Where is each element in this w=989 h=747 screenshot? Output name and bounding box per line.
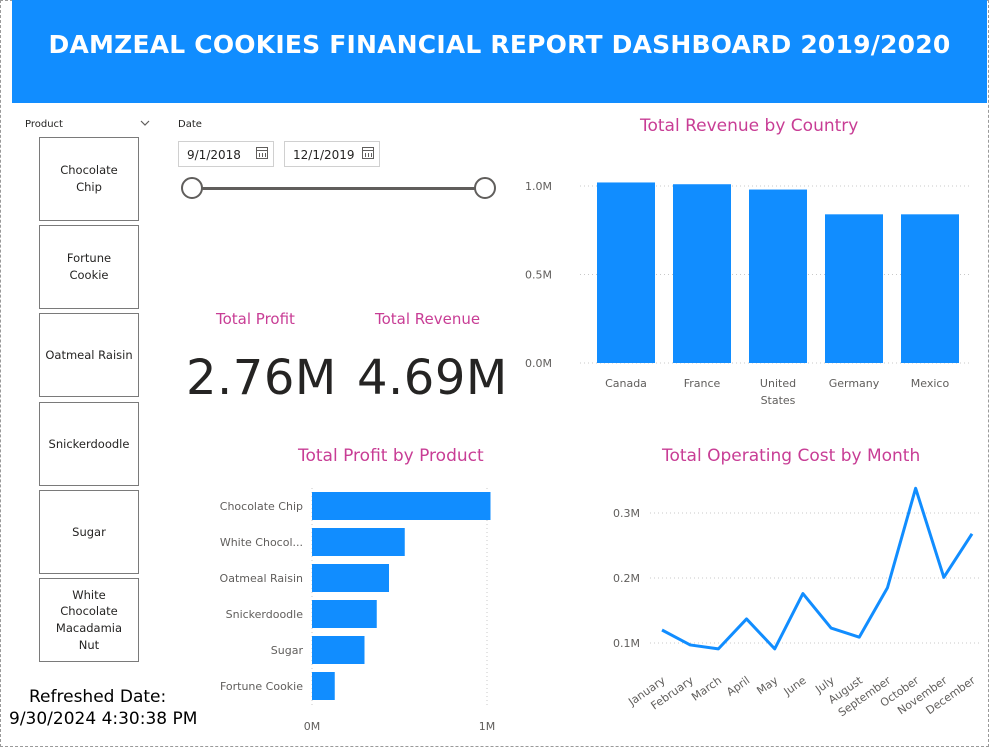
y-tick-label: Snickerdoodle: [226, 608, 304, 621]
bar-snickerdoodle: [312, 600, 377, 628]
product-tile-sugar[interactable]: Sugar: [39, 490, 139, 574]
x-tick-label: Mexico: [911, 377, 950, 390]
x-tick-label: 1M: [479, 720, 496, 733]
refreshed-date-label: Refreshed Date:: [29, 687, 167, 707]
header-banner: DAMZEAL COOKIES FINANCIAL REPORT DASHBOA…: [12, 0, 987, 103]
y-tick-label: 0.0M: [525, 357, 552, 370]
date-range-start-handle[interactable]: [181, 177, 203, 199]
product-tile-label: Fortune Cookie: [66, 251, 112, 282]
y-tick-label: Oatmeal Raisin: [220, 572, 303, 585]
total-profit-label: Total Profit: [216, 310, 295, 328]
calendar-icon[interactable]: [362, 147, 374, 159]
y-tick-label: 1.0M: [525, 180, 552, 193]
total-profit-value: 2.76M: [186, 350, 337, 406]
bar-chocolate-chip: [312, 492, 491, 520]
y-tick-label: White Chocol...: [220, 536, 303, 549]
operating-cost-by-month-title: Total Operating Cost by Month: [662, 446, 921, 466]
y-tick-label: 0.3M: [613, 507, 640, 520]
x-tick-label: States: [761, 394, 796, 407]
y-tick-label: Chocolate Chip: [220, 500, 303, 513]
profit-by-product-chart: 0M 1M Chocolate Chip White Chocol... Oatmeal…: [220, 488, 496, 733]
revenue-by-country-chart: 0.0M 0.5M 1.0M Canada France United States Germ…: [525, 180, 970, 407]
x-tick-label: June: [781, 674, 809, 699]
x-tick-label: Canada: [605, 377, 647, 390]
bar-oatmeal-raisin: [312, 564, 389, 592]
start-date-value: 9/1/2018: [187, 148, 241, 162]
product-tile-snickerdoodle[interactable]: Snickerdoodle: [39, 402, 139, 486]
cost-line: [661, 486, 974, 651]
y-tick-label: Sugar: [271, 644, 304, 657]
bar-canada: [597, 182, 655, 363]
bar-sugar: [312, 636, 365, 664]
x-tick-label: 0M: [304, 720, 321, 733]
bar-germany: [825, 214, 883, 363]
bar-france: [673, 184, 731, 363]
bar-mexico: [901, 214, 959, 363]
date-slicer-title: Date: [178, 119, 202, 130]
product-tile-label: Oatmeal Raisin: [45, 347, 133, 362]
start-date-input[interactable]: 9/1/2018: [178, 141, 274, 167]
product-tile-chocolate-chip[interactable]: Chocolate Chip: [39, 137, 139, 221]
total-revenue-value: 4.69M: [357, 350, 508, 406]
x-tick-label: France: [684, 377, 721, 390]
date-range-end-handle[interactable]: [474, 177, 496, 199]
revenue-by-country-title: Total Revenue by Country: [640, 116, 859, 136]
x-tick-label: March: [689, 674, 724, 704]
y-tick-label: 0.1M: [613, 637, 640, 650]
y-tick-label: 0.2M: [613, 572, 640, 585]
total-revenue-label: Total Revenue: [375, 310, 481, 328]
bar-white-chocol-: [312, 528, 405, 556]
product-tile-label: White Chocolate Macadamia Nut: [55, 587, 123, 652]
product-tile-oatmeal-raisin[interactable]: Oatmeal Raisin: [39, 313, 139, 397]
end-date-input[interactable]: 12/1/2019: [284, 141, 380, 167]
x-tick-label: United: [760, 377, 796, 390]
chevron-down-icon[interactable]: [140, 117, 150, 130]
end-date-value: 12/1/2019: [293, 148, 355, 162]
bar-fortune-cookie: [312, 672, 335, 700]
x-tick-label: Germany: [829, 377, 880, 390]
refreshed-date-value: 9/30/2024 4:30:38 PM: [9, 709, 198, 729]
product-tile-white-chocolate-macadamia-nut[interactable]: White Chocolate Macadamia Nut: [39, 578, 139, 662]
product-tile-label: Sugar: [72, 524, 106, 539]
y-tick-label: Fortune Cookie: [220, 680, 303, 693]
date-range-slider-track[interactable]: [192, 187, 486, 190]
x-tick-label: April: [724, 674, 752, 699]
y-tick-label: 0.5M: [525, 269, 552, 282]
profit-by-product-title: Total Profit by Product: [298, 446, 484, 466]
x-tick-label: May: [754, 674, 780, 698]
product-slicer-title: Product: [25, 119, 63, 130]
product-tile-fortune-cookie[interactable]: Fortune Cookie: [39, 225, 139, 309]
calendar-icon[interactable]: [256, 147, 268, 159]
product-tile-label: Snickerdoodle: [48, 436, 130, 451]
dashboard-title: DAMZEAL COOKIES FINANCIAL REPORT DASHBOA…: [48, 30, 951, 59]
bar-united-states: [749, 189, 807, 363]
product-tile-label: Chocolate Chip: [60, 163, 118, 194]
